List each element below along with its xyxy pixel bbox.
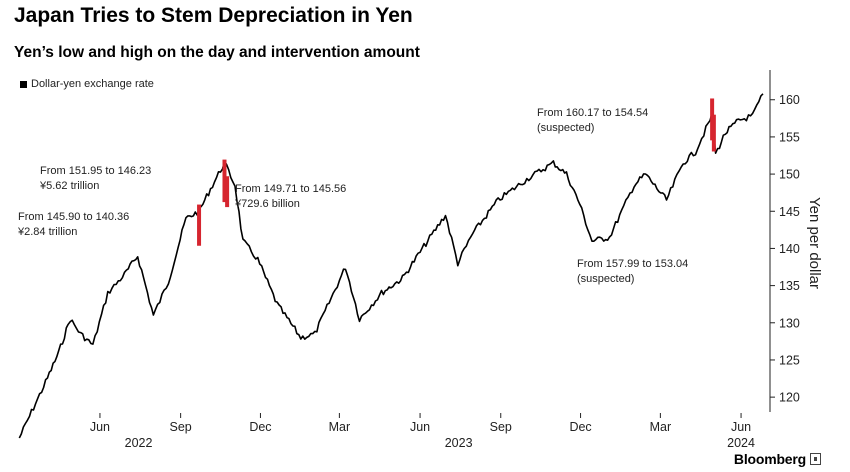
series-line — [18, 93, 764, 439]
y-tick-label-145: 145 — [779, 205, 800, 219]
x-tick-label-sep-1: Sep — [170, 420, 192, 434]
x-tick-label-dec-2: Dec — [249, 420, 271, 434]
intervention-bar-3 — [225, 176, 230, 208]
chart-subtitle: Yen’s low and high on the day and interv… — [14, 44, 420, 61]
y-tick-label-135: 135 — [779, 279, 800, 293]
annotation-2-line1: From 151.95 to 146.23 — [40, 165, 151, 177]
intervention-bar-5 — [711, 114, 716, 152]
legend-label: Dollar-yen exchange rate — [31, 78, 154, 90]
annotation-3-line1: From 149.71 to 145.56 — [235, 183, 346, 195]
intervention-bar-2 — [222, 159, 227, 203]
bloomberg-mark-icon — [810, 453, 821, 465]
y-axis: 120 125 130 135 140 145 150 155 160 — [769, 70, 800, 412]
x-tick-label-dec-6: Dec — [569, 420, 591, 434]
annotation-4-line1: From 160.17 to 154.54 — [537, 107, 648, 119]
y-tick-label-120: 120 — [779, 391, 800, 405]
y-tick-label-130: 130 — [779, 316, 800, 330]
intervention-bar-1 — [197, 204, 202, 246]
y-tick-label-155: 155 — [779, 130, 800, 144]
y-tick-label-160: 160 — [779, 93, 800, 107]
series-layer — [18, 93, 764, 439]
annotation-2-line2: ¥5.62 trillion — [39, 180, 99, 192]
x-year-label-2023: 2023 — [445, 436, 473, 450]
y-tick-label-125: 125 — [779, 353, 800, 367]
x-tick-label-jun-4: Jun — [410, 420, 430, 434]
y-tick-label-150: 150 — [779, 168, 800, 182]
y-tick-label-140: 140 — [779, 242, 800, 256]
x-tick-label-mar-3: Mar — [329, 420, 351, 434]
annotation-1-line1: From 145.90 to 140.36 — [18, 211, 129, 223]
brand-logo: Bloomberg — [733, 451, 806, 467]
y-axis-label: Yen per dollar — [806, 197, 823, 289]
annotation-4-line2: (suspected) — [537, 122, 594, 134]
intervention-layer — [197, 98, 716, 246]
legend-swatch — [20, 80, 27, 88]
chart-title: Japan Tries to Stem Depreciation in Yen — [14, 4, 413, 27]
x-tick-label-jun-8: Jun — [731, 420, 751, 434]
legend: Dollar-yen exchange rate — [20, 78, 154, 90]
x-axis: Jun Sep Dec Mar Jun Sep Dec Mar Jun 2022 2023 2024 — [90, 413, 755, 450]
x-year-label-2022: 2022 — [125, 436, 153, 450]
annotation-5-line1: From 157.99 to 153.04 — [577, 258, 688, 270]
x-tick-label-jun-0: Jun — [90, 420, 110, 434]
x-year-label-2024: 2024 — [727, 436, 755, 450]
x-tick-label-sep-5: Sep — [490, 420, 512, 434]
x-tick-label-mar-7: Mar — [650, 420, 672, 434]
annotation-5-line2: (suspected) — [577, 273, 634, 285]
annotation-1-line2: ¥2.84 trillion — [17, 226, 77, 238]
annotation-3-line2: ¥729.6 billion — [234, 198, 300, 210]
